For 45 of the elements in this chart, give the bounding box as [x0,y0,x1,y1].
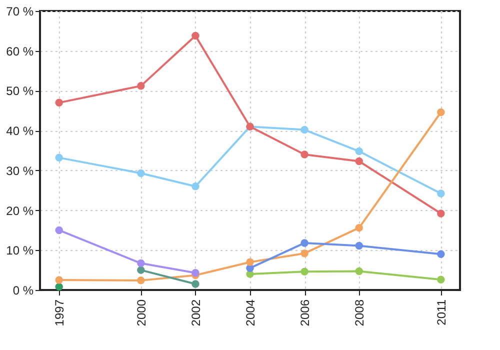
y-tick-label: 0 % [12,284,34,298]
point [55,98,63,107]
point [55,226,63,234]
point [246,258,254,266]
point [437,210,445,218]
point [300,126,308,134]
y-tick-label: 20 % [6,204,34,218]
point [355,224,363,232]
point [192,32,200,40]
point [300,239,308,247]
point [192,182,200,190]
y-tick-label: 10 % [6,244,34,258]
y-tick-label: 30 % [6,164,34,178]
x-tick-label: 2004 [244,299,258,326]
x-tick-label: 2006 [298,299,312,326]
point [137,266,145,274]
point [437,190,445,198]
point [437,276,445,284]
point [55,282,63,291]
x-tick-label: 2011 [434,299,448,326]
x-tick-label: 2000 [134,299,148,326]
point [355,242,363,250]
point [355,147,363,156]
point [300,150,308,158]
point [192,268,200,277]
point [55,154,63,162]
point [300,268,308,276]
point [137,259,145,268]
y-tick-label: 60 % [6,44,34,58]
point [300,249,308,258]
point [55,276,63,284]
x-tick-label: 1997 [52,299,67,326]
point [192,280,200,288]
y-tick-label: 70 % [6,4,34,18]
point [355,267,363,276]
point [437,250,445,258]
x-tick-label: 2008 [352,299,367,326]
point [137,82,145,90]
point [137,276,145,284]
y-tick-label: 50 % [6,84,34,98]
y-tick-label: 40 % [6,124,34,138]
point [437,108,445,116]
point [355,157,363,166]
point [137,169,145,178]
x-tick-label: 2002 [188,299,203,326]
